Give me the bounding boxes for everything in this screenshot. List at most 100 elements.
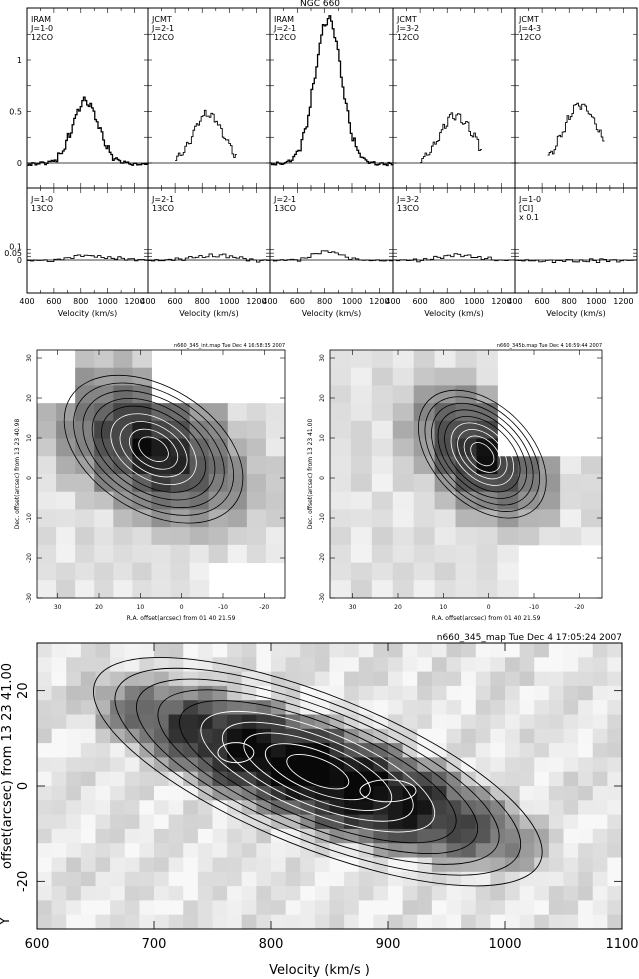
contour-line xyxy=(200,710,436,833)
pv-pixel xyxy=(475,714,491,730)
x-tick-label: -10 xyxy=(218,604,228,611)
pv-pixel xyxy=(475,886,491,901)
map-pixel xyxy=(434,350,457,369)
pv-pixel xyxy=(241,900,257,916)
pv-pixel xyxy=(563,743,579,758)
pv-pixel xyxy=(241,843,257,858)
x-tick-label: 1000 xyxy=(97,297,117,306)
pv-pixel xyxy=(461,800,477,816)
y-tick-label: 20 xyxy=(26,394,33,402)
contour-line xyxy=(110,413,197,486)
panel-label: 13CO xyxy=(152,204,174,213)
pv-pixel xyxy=(402,714,418,730)
pv-pixel xyxy=(197,857,213,873)
map-pixel xyxy=(371,456,394,475)
pv-pixel xyxy=(431,857,447,873)
y-tick-label: 0.05 xyxy=(4,249,22,258)
map-pixel xyxy=(208,403,229,422)
map-pixel xyxy=(371,509,394,528)
x-tick-label: 800 xyxy=(73,297,88,306)
pv-pixel xyxy=(110,657,126,673)
pv-pixel xyxy=(212,871,228,887)
pv-pixel xyxy=(344,671,360,687)
pv-pixel xyxy=(475,728,491,744)
pv-pixel xyxy=(534,714,550,730)
pv-pixel xyxy=(51,800,67,816)
map-pixel xyxy=(113,562,133,581)
pv-pixel xyxy=(80,685,96,701)
map-pixel xyxy=(330,580,352,599)
pv-pixel xyxy=(417,643,433,658)
pv-pixel xyxy=(241,828,257,844)
pv-pixel xyxy=(505,685,521,701)
map-pixel xyxy=(350,350,373,369)
pv-pixel xyxy=(314,643,330,658)
pv-pixel xyxy=(271,728,287,744)
x-tick-label: 400 xyxy=(507,297,522,306)
pv-pixel xyxy=(534,886,550,901)
pv-pixel xyxy=(37,871,53,887)
pv-pixel xyxy=(461,814,477,830)
map-pixel xyxy=(392,562,415,581)
pv-pixel xyxy=(373,657,389,673)
pv-pixel xyxy=(168,914,184,930)
pv-pixel xyxy=(446,771,462,787)
pv-pixel xyxy=(388,828,404,844)
pv-pixel xyxy=(227,900,243,916)
pv-pixel xyxy=(431,728,447,744)
pv-pixel xyxy=(168,743,184,758)
pv-pixel xyxy=(271,671,287,687)
pv-pixel xyxy=(183,843,199,858)
pv-pixel xyxy=(563,871,579,887)
map-pixel xyxy=(132,509,152,528)
pv-pixel xyxy=(271,900,287,916)
pv-pixel xyxy=(490,786,506,801)
map-pixel xyxy=(56,527,76,546)
pv-pixel xyxy=(563,671,579,687)
x-tick-label: 20 xyxy=(95,604,103,611)
pv-pixel xyxy=(212,671,228,687)
map-pixel xyxy=(497,544,519,564)
contour-line xyxy=(221,721,414,822)
pv-pixel xyxy=(66,886,82,901)
pv-pixel xyxy=(80,800,96,816)
x-tick-label: 1000 xyxy=(488,937,521,952)
pv-pixel xyxy=(417,771,433,787)
map-header: n660_345b.map Tue Dec 4 16:59:44 2007 xyxy=(497,343,602,349)
pv-y-marker: Y xyxy=(0,917,13,926)
map-pixel xyxy=(56,580,76,599)
map-pixel xyxy=(208,438,229,457)
pv-pixel xyxy=(592,914,608,930)
pv-pixel xyxy=(475,757,491,773)
map-pixel xyxy=(330,350,352,369)
y-tick-label: -30 xyxy=(319,593,326,603)
pv-pixel xyxy=(212,814,228,830)
map-pixel xyxy=(246,474,267,493)
contour-line xyxy=(73,382,235,516)
map-pixel xyxy=(94,474,114,493)
pv-pixel xyxy=(475,643,491,658)
pv-pixel xyxy=(314,671,330,687)
panel-label: 12CO xyxy=(31,33,53,42)
pv-pixel xyxy=(271,886,287,901)
map-pixel xyxy=(75,474,95,493)
pv-pixel xyxy=(285,871,301,887)
pv-pixel xyxy=(373,643,389,658)
contour-line xyxy=(82,390,225,509)
pv-pixel xyxy=(461,786,477,801)
map-pixel xyxy=(75,527,95,546)
pv-pixel xyxy=(197,843,213,858)
pv-pixel xyxy=(271,757,287,773)
map-pixel xyxy=(75,420,95,440)
pv-pixel xyxy=(446,728,462,744)
pv-pixel xyxy=(37,843,53,858)
map-pixel xyxy=(350,367,373,386)
pv-pixel xyxy=(563,728,579,744)
pv-pixel xyxy=(314,685,330,701)
pv-pixel xyxy=(197,886,213,901)
map-pixel xyxy=(455,527,477,546)
map-pixel xyxy=(246,509,267,528)
y-tick-label: 10 xyxy=(319,434,326,442)
